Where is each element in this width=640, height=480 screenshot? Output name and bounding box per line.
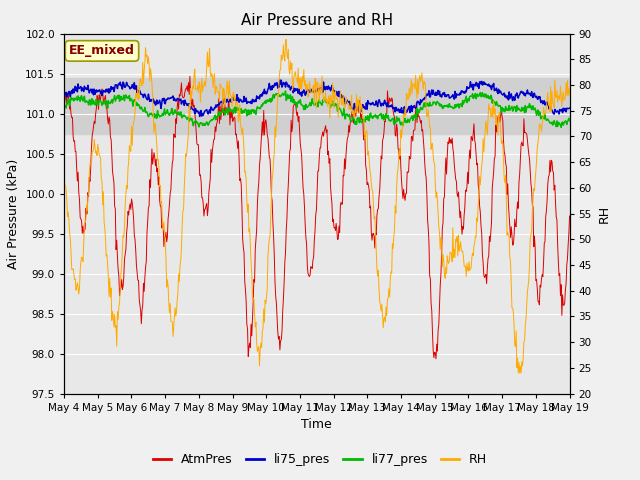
Text: EE_mixed: EE_mixed (69, 44, 135, 58)
Y-axis label: RH: RH (597, 204, 611, 223)
Title: Air Pressure and RH: Air Pressure and RH (241, 13, 393, 28)
Bar (64, 78, 570, 133)
Y-axis label: Air Pressure (kPa): Air Pressure (kPa) (6, 158, 20, 269)
Legend: AtmPres, li75_pres, li77_pres, RH: AtmPres, li75_pres, li77_pres, RH (148, 448, 492, 471)
X-axis label: Time: Time (301, 418, 332, 431)
